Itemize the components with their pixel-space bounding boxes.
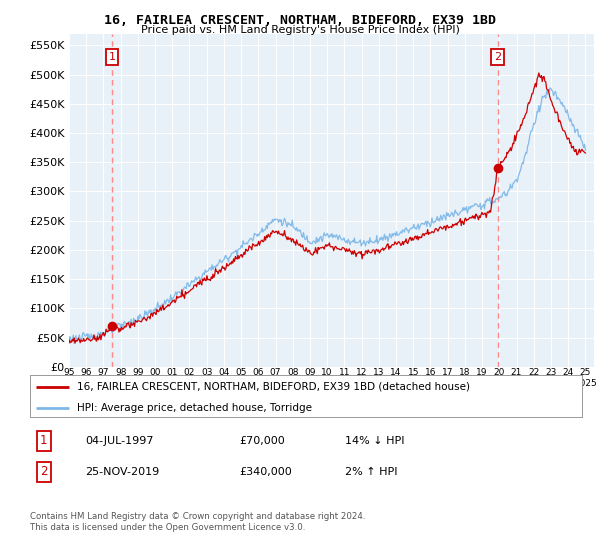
Text: 16, FAIRLEA CRESCENT, NORTHAM, BIDEFORD, EX39 1BD (detached house): 16, FAIRLEA CRESCENT, NORTHAM, BIDEFORD,… bbox=[77, 382, 470, 392]
Text: 14% ↓ HPI: 14% ↓ HPI bbox=[344, 436, 404, 446]
Text: 1: 1 bbox=[109, 52, 116, 62]
Text: Price paid vs. HM Land Registry's House Price Index (HPI): Price paid vs. HM Land Registry's House … bbox=[140, 25, 460, 35]
Text: 16, FAIRLEA CRESCENT, NORTHAM, BIDEFORD, EX39 1BD: 16, FAIRLEA CRESCENT, NORTHAM, BIDEFORD,… bbox=[104, 14, 496, 27]
Text: HPI: Average price, detached house, Torridge: HPI: Average price, detached house, Torr… bbox=[77, 403, 312, 413]
Text: £70,000: £70,000 bbox=[240, 436, 286, 446]
Text: 1: 1 bbox=[40, 435, 47, 447]
Text: Contains HM Land Registry data © Crown copyright and database right 2024.
This d: Contains HM Land Registry data © Crown c… bbox=[30, 512, 365, 532]
Text: 25-NOV-2019: 25-NOV-2019 bbox=[85, 467, 160, 477]
Text: £340,000: £340,000 bbox=[240, 467, 293, 477]
Text: 2: 2 bbox=[494, 52, 501, 62]
Text: 04-JUL-1997: 04-JUL-1997 bbox=[85, 436, 154, 446]
Text: 2% ↑ HPI: 2% ↑ HPI bbox=[344, 467, 397, 477]
Text: 2: 2 bbox=[40, 465, 47, 478]
